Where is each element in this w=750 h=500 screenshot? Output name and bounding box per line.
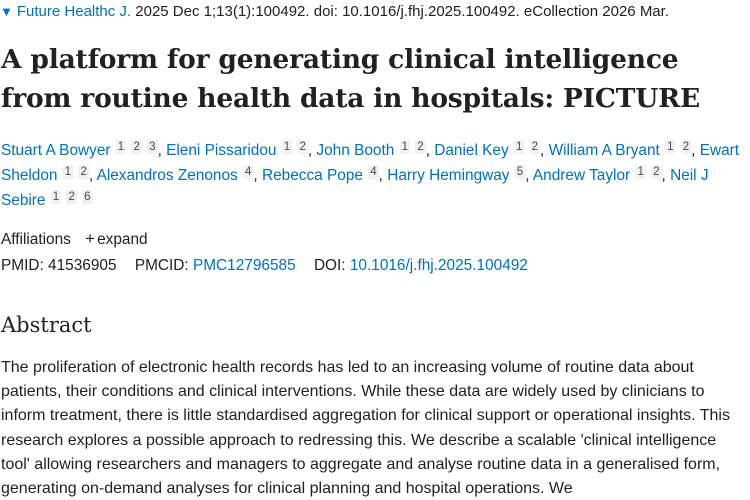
abstract-text: The proliferation of electronic health r… bbox=[1, 359, 730, 498]
citation-line: ▼ Future Healthc J. 2025 Dec 1;13(1):1004… bbox=[0, 3, 669, 20]
citation-details: 2025 Dec 1;13(1):100492. doi: 10.1016/j.… bbox=[135, 3, 669, 20]
affiliation-number[interactable]: 2 bbox=[529, 140, 541, 154]
chevron-down-icon[interactable]: ▼ bbox=[0, 4, 13, 19]
affiliation-number[interactable]: 2 bbox=[66, 190, 77, 204]
pmid-label: PMID: bbox=[1, 257, 44, 274]
author-entry: John Booth 1 2, bbox=[316, 140, 435, 159]
author-entry: Neil J Sebire 1 2 6 bbox=[1, 167, 709, 209]
author-link[interactable]: Rebecca Pope bbox=[261, 167, 363, 184]
affiliation-number[interactable]: 5 bbox=[514, 165, 526, 179]
pmcid-label: PMCID: bbox=[134, 257, 189, 274]
author-link[interactable]: Neil J Sebire bbox=[1, 167, 709, 209]
doi-label: DOI: bbox=[313, 257, 346, 274]
author-link[interactable]: John Booth bbox=[316, 142, 395, 159]
author-entry: Rebecca Pope 4, bbox=[261, 165, 388, 184]
affiliation-number[interactable]: 2 bbox=[651, 165, 662, 179]
author-entry: Harry Hemingway 5, bbox=[387, 165, 533, 184]
journal-link[interactable]: Future Healthc J. bbox=[16, 3, 132, 20]
pmcid-link[interactable]: PMC12796585 bbox=[192, 257, 296, 274]
author-entry: Alexandros Zenonos 4, bbox=[96, 165, 262, 184]
pmid-value: 41536905 bbox=[48, 257, 117, 274]
affiliation-number[interactable]: 1 bbox=[50, 190, 62, 204]
affiliation-number[interactable]: 4 bbox=[243, 165, 254, 179]
expand-label: expand bbox=[97, 231, 148, 248]
affiliation-number[interactable]: 2 bbox=[415, 140, 426, 154]
article-title: A platform for generating clinical intel… bbox=[1, 44, 700, 114]
author-entry: Daniel Key 1 2, bbox=[434, 140, 549, 159]
affiliation-number[interactable]: 1 bbox=[115, 140, 127, 154]
author-link[interactable]: Harry Hemingway bbox=[387, 167, 510, 184]
affiliation-number[interactable]: 1 bbox=[281, 140, 293, 154]
affiliation-number[interactable]: 2 bbox=[680, 140, 692, 154]
author-entry: William A Bryant 1 2, bbox=[548, 140, 700, 159]
abstract-heading: Abstract bbox=[1, 313, 92, 337]
affiliations-row: Affiliations + expand bbox=[1, 229, 148, 249]
affiliation-number[interactable]: 2 bbox=[78, 165, 89, 179]
author-entry: Andrew Taylor 1 2, bbox=[532, 165, 671, 184]
author-link[interactable]: Stuart A Bowyer bbox=[1, 142, 111, 159]
affiliations-expand-button[interactable]: + expand bbox=[75, 229, 148, 248]
identifiers-row: PMID: 41536905 PMCID: PMC12796585 DOI: 1… bbox=[1, 257, 528, 275]
author-link[interactable]: William A Bryant bbox=[548, 142, 660, 159]
affiliation-number[interactable]: 1 bbox=[513, 140, 525, 154]
affiliations-label: Affiliations bbox=[1, 231, 71, 248]
affiliation-number[interactable]: 2 bbox=[131, 140, 142, 154]
author-link[interactable]: Ewart Sheldon bbox=[1, 142, 740, 184]
author-entry: Stuart A Bowyer 1 2 3, bbox=[1, 140, 167, 159]
affiliation-number[interactable]: 4 bbox=[368, 165, 379, 179]
author-list: Stuart A Bowyer 1 2 3, Eleni Pissaridou … bbox=[1, 138, 746, 213]
author-link[interactable]: Alexandros Zenonos bbox=[96, 167, 238, 184]
author-link[interactable]: Eleni Pissaridou bbox=[166, 142, 277, 159]
affiliation-number[interactable]: 1 bbox=[665, 140, 676, 154]
affiliation-number[interactable]: 1 bbox=[635, 165, 646, 179]
affiliation-number[interactable]: 1 bbox=[399, 140, 410, 154]
author-entry: Ewart Sheldon 1 2, bbox=[1, 142, 740, 184]
affiliation-number[interactable]: 6 bbox=[82, 190, 93, 204]
affiliation-number[interactable]: 1 bbox=[62, 165, 74, 179]
author-link[interactable]: Daniel Key bbox=[434, 142, 509, 159]
doi-link[interactable]: 10.1016/j.fhj.2025.100492 bbox=[349, 257, 528, 274]
author-link[interactable]: Andrew Taylor bbox=[532, 167, 631, 184]
affiliation-number[interactable]: 3 bbox=[147, 140, 158, 154]
plus-icon: + bbox=[85, 229, 96, 248]
author-entry: Eleni Pissaridou 1 2, bbox=[166, 140, 317, 159]
affiliation-number[interactable]: 2 bbox=[297, 140, 308, 154]
